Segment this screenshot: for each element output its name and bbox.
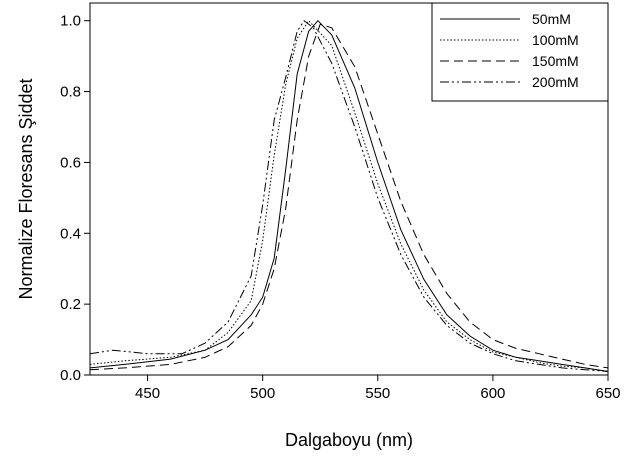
y-tick-label: 0.6 [60, 154, 81, 171]
legend: 50mM 100mM 150mM 200mM [431, 2, 609, 102]
legend-box [431, 2, 609, 102]
x-axis-label: Dalgaboyu (nm) [285, 430, 413, 450]
y-axis-label: Normalize Floresans Şiddet [16, 78, 36, 299]
x-tick-label: 450 [135, 385, 160, 402]
x-tick-label: 550 [365, 385, 390, 402]
x-tick-label: 650 [595, 385, 620, 402]
y-tick-label: 1.0 [60, 13, 81, 30]
y-tick-label: 0.2 [60, 296, 81, 313]
x-tick-label: 500 [250, 385, 275, 402]
series-line-200mM [89, 19, 609, 372]
x-tick-label: 600 [480, 385, 505, 402]
series-line-100mM [89, 19, 609, 372]
y-tick-label: 0.8 [60, 84, 81, 101]
legend-label: 200mM [532, 74, 579, 90]
plot-frame [89, 2, 609, 376]
x-axis-ticks: 450 500 550 600 650 [135, 375, 621, 402]
legend-label: 100mM [532, 32, 579, 48]
y-axis-ticks: 0.0 0.2 0.4 0.6 0.8 1.0 [60, 13, 90, 384]
legend-label: 150mM [532, 53, 579, 69]
y-tick-label: 0.0 [60, 367, 81, 384]
series-lines [89, 19, 609, 372]
series-line-150mM [89, 23, 609, 371]
y-tick-label: 0.4 [60, 225, 81, 242]
legend-label: 50mM [532, 11, 571, 27]
